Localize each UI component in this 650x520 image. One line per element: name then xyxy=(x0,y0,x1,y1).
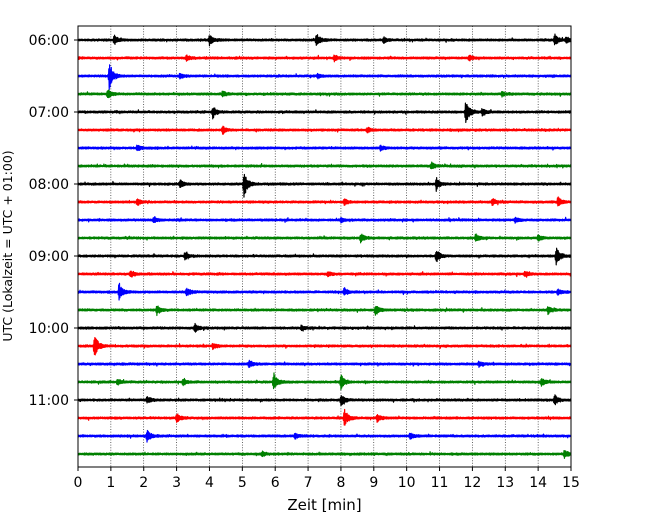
trace-0600 xyxy=(77,33,572,47)
y-tick-label: 07:00 xyxy=(29,105,69,121)
x-tick-label: 6 xyxy=(271,475,280,491)
seismogram-traces xyxy=(77,33,572,459)
trace-0730 xyxy=(77,144,572,152)
x-axis-label: Zeit [min] xyxy=(287,496,361,514)
trace-1015 xyxy=(77,337,572,356)
y-tick-label: 10:00 xyxy=(29,321,69,337)
trace-0800 xyxy=(77,173,572,198)
x-axis-ticks: 0 1 2 3 4 5 6 7 8 9 10 11 12 13 14 15 xyxy=(74,467,580,491)
trace-1045 xyxy=(77,372,572,391)
x-tick-label: 12 xyxy=(463,475,481,491)
trace-1145 xyxy=(77,449,572,459)
x-tick-label: 7 xyxy=(304,475,313,491)
y-tick-label: 09:00 xyxy=(29,249,69,265)
y-tick-label: 06:00 xyxy=(29,33,69,49)
trace-1000 xyxy=(77,322,572,333)
x-tick-label: 9 xyxy=(369,475,378,491)
y-axis-ticks: 06:00 07:00 08:00 09:00 10:00 11:00 xyxy=(29,33,78,409)
trace-0915 xyxy=(77,270,572,278)
trace-0945 xyxy=(77,305,572,317)
x-tick-label: 4 xyxy=(205,475,214,491)
x-tick-label: 1 xyxy=(106,475,115,491)
trace-0715 xyxy=(77,125,572,135)
y-tick-label: 11:00 xyxy=(29,393,69,409)
trace-0700 xyxy=(77,102,572,124)
trace-1130 xyxy=(77,429,572,443)
x-tick-label: 3 xyxy=(172,475,181,491)
trace-0645 xyxy=(77,89,572,99)
trace-1100 xyxy=(77,394,572,407)
trace-0845 xyxy=(77,233,572,244)
trace-0615 xyxy=(77,54,572,63)
y-axis-label: UTC (Lokalzeit = UTC + 01:00) xyxy=(0,150,15,341)
trace-1030 xyxy=(77,359,572,369)
x-tick-label: 2 xyxy=(139,475,148,491)
x-tick-label: 14 xyxy=(529,475,547,491)
x-tick-label: 13 xyxy=(496,475,514,491)
x-tick-label: 8 xyxy=(336,475,345,491)
plot-frame xyxy=(77,25,572,468)
trace-0630 xyxy=(77,64,572,91)
trace-1115 xyxy=(77,408,572,426)
trace-0900 xyxy=(77,247,572,266)
trace-0930 xyxy=(77,282,572,301)
trace-0815 xyxy=(77,196,572,207)
trace-0745 xyxy=(77,161,572,170)
x-tick-label: 10 xyxy=(398,475,416,491)
x-tick-label: 15 xyxy=(562,475,580,491)
y-tick-label: 08:00 xyxy=(29,177,69,193)
x-tick-label: 0 xyxy=(74,475,83,491)
trace-0830 xyxy=(77,216,572,224)
minute-gridlines xyxy=(110,26,539,467)
x-tick-label: 5 xyxy=(238,475,247,491)
x-tick-label: 11 xyxy=(431,475,449,491)
